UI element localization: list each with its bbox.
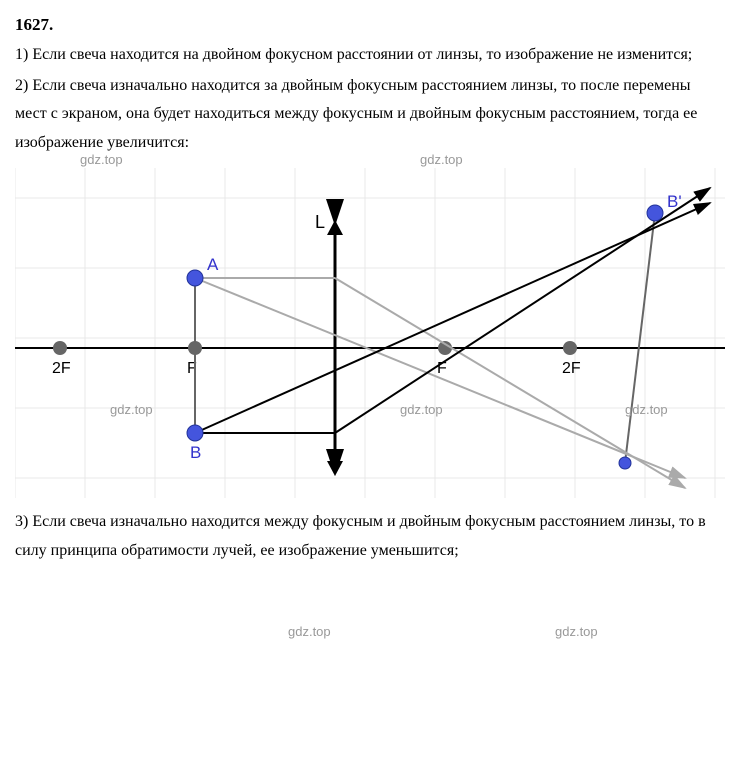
watermark: gdz.top [288,620,331,643]
svg-text:L: L [315,212,325,232]
svg-text:A: A [207,255,219,274]
text-point-2: 2) Если свеча изначально находится за дв… [15,72,725,158]
problem-number: 1627. [15,15,53,34]
watermark: gdz.top [555,620,598,643]
lens-diagram: 2FFF2FABB'L [15,168,725,498]
diagram-svg: 2FFF2FABB'L [15,168,725,498]
svg-text:2F: 2F [562,360,581,377]
svg-text:B': B' [667,192,682,211]
svg-text:B: B [190,443,201,462]
text-point-1: 1) Если свеча находится на двойном фокус… [15,41,725,70]
text-point-3: 3) Если свеча изначально находится между… [15,508,725,566]
svg-text:2F: 2F [52,360,71,377]
